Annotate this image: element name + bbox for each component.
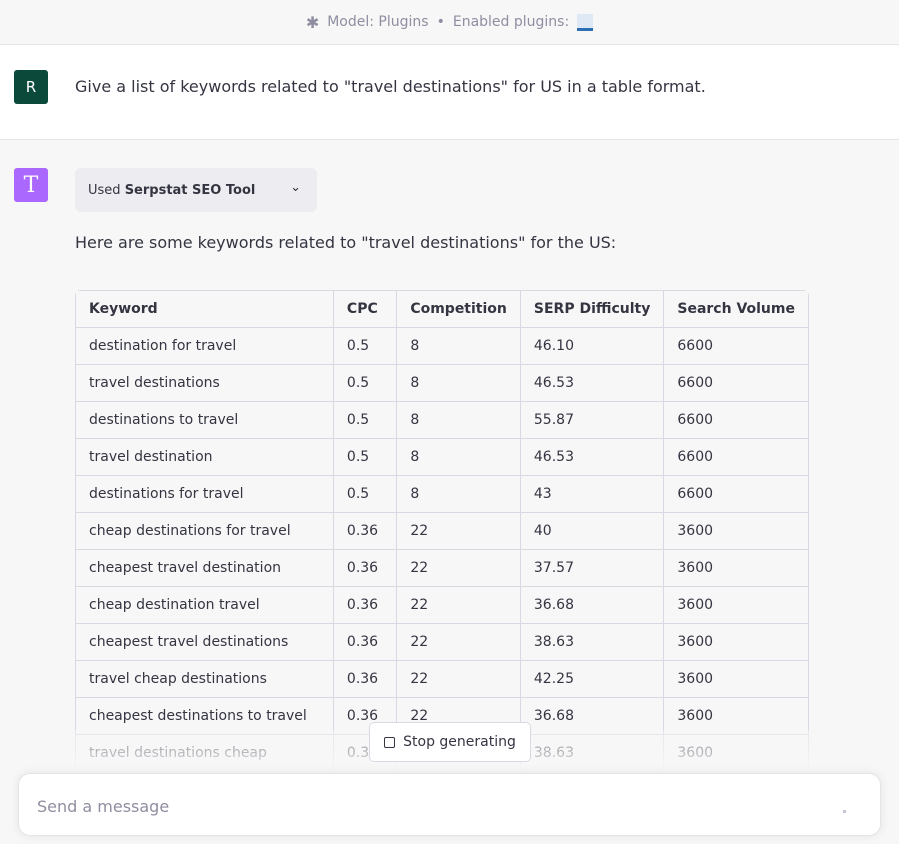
separator: • (436, 14, 445, 30)
table-cell: cheapest travel destination (75, 549, 334, 587)
table-cell: 22 (396, 512, 521, 550)
header-bar: ✱ Model: Plugins • Enabled plugins: (0, 0, 899, 45)
table-cell: destinations to travel (75, 401, 334, 439)
user-text: Give a list of keywords related to "trav… (75, 77, 706, 96)
table-row: destination for travel 0.5 8 46.10 6600 (75, 327, 809, 365)
table-cell: 22 (396, 660, 521, 698)
table-cell: 40 (519, 512, 665, 550)
table-cell: destination for travel (75, 327, 334, 365)
table-cell: 55.87 (519, 401, 665, 439)
table-wrap: Keyword CPC Competition SERP Difficulty Sear… (75, 290, 809, 770)
table-cell: 0.36 (332, 623, 398, 661)
table-cell: 0.5 (332, 475, 398, 513)
table-cell: 6600 (663, 475, 809, 513)
stop-icon (384, 736, 396, 748)
table-cell: 22 (396, 623, 521, 661)
table-cell: 3600 (663, 512, 809, 550)
table-cell: 3600 (663, 549, 809, 587)
table-cell: 0.36 (332, 586, 398, 624)
user-avatar: R (14, 70, 48, 104)
table-cell: 0.5 (332, 364, 398, 402)
table-cell: 36.68 (519, 586, 665, 624)
header-row: Keyword CPC Competition SERP Difficulty Sear… (75, 290, 809, 328)
assistant-avatar: T (14, 168, 48, 202)
table-row: cheapest destinations to travel 0.36 22 36.… (75, 697, 809, 735)
plugin-icon: ✱ (305, 12, 320, 32)
table-cell: cheap destination travel (75, 586, 334, 624)
table-cell: 42.25 (519, 660, 665, 698)
table-cell: 0.5 (332, 327, 398, 365)
table-cell: destinations for travel (75, 475, 334, 513)
table-cell: 6600 (663, 364, 809, 402)
table-cell: 22 (396, 586, 521, 624)
table-cell: 46.53 (519, 438, 665, 476)
chevron: ⌄ (290, 180, 301, 195)
message-input[interactable]: Send a message (18, 773, 881, 836)
stop-label: Stop generating (403, 734, 516, 750)
table-cell: cheapest destinations to travel (75, 697, 334, 735)
table-cell: 6600 (663, 401, 809, 439)
table-row: cheap destination travel 0.36 22 36.68 3600 (75, 586, 809, 624)
table-cell: 0.36 (332, 512, 398, 550)
table-cell: 3600 (663, 586, 809, 624)
assistant-intro: Here are some keywords related to "trave… (75, 233, 617, 252)
table-row: cheapest travel destination 0.36 22 37.57 36… (75, 549, 809, 587)
table-cell: 3600 (663, 697, 809, 735)
table-cell: 8 (396, 364, 521, 402)
table-cell: 0.36 (332, 660, 398, 698)
table-cell: travel destinations (75, 364, 334, 402)
table-row: cheap destinations for travel 0.36 22 40 360… (75, 512, 809, 550)
table-cell: 3600 (663, 623, 809, 661)
column-header: Keyword (75, 290, 334, 328)
model-label: Model: Plugins (327, 14, 429, 30)
table-cell: 0.5 (332, 401, 398, 439)
user-message: R Give a list of keywords related to "tr… (0, 45, 899, 140)
table-cell: 43 (519, 475, 665, 513)
table-row: travel cheap destinations 0.36 22 42.25 3600 (75, 660, 809, 698)
plugins-label: Enabled plugins: (452, 14, 570, 30)
tool-name: Serpstat SEO Tool (124, 182, 256, 198)
tool-indicator[interactable]: Used Serpstat SEO Tool ⌄ (75, 168, 317, 212)
table-cell: 37.57 (519, 549, 665, 587)
column-header: Search Volume (663, 290, 809, 328)
table-cell: 0.5 (332, 438, 398, 476)
table-row: travel destination 0.5 8 46.53 6600 (75, 438, 809, 476)
table-cell: 46.53 (519, 364, 665, 402)
table-cell: travel destination (75, 438, 334, 476)
table-cell: 22 (396, 549, 521, 587)
table-cell: 6600 (663, 438, 809, 476)
send-icon[interactable] (843, 810, 846, 813)
table-cell: 0.36 (332, 549, 398, 587)
column-header: Competition (396, 290, 521, 328)
plugin-logo (577, 13, 594, 31)
input-placeholder: Send a message (37, 797, 170, 816)
column-header: CPC (332, 290, 398, 328)
table-cell: cheapest travel destinations (75, 623, 334, 661)
table-cell: travel cheap destinations (75, 660, 334, 698)
table-row: cheapest travel destinations 0.36 22 38.63 3… (75, 623, 809, 661)
tool-prefix: Used (88, 182, 121, 198)
table-cell: 8 (396, 401, 521, 439)
table-cell: 8 (396, 327, 521, 365)
table-row: travel destinations 0.5 8 46.53 6600 (75, 364, 809, 402)
table-cell: 8 (396, 475, 521, 513)
table-row: destinations to travel 0.5 8 55.87 6600 (75, 401, 809, 439)
column-header: SERP Difficulty (519, 290, 665, 328)
table-row: destinations for travel 0.5 8 43 6600 (75, 475, 809, 513)
table-cell: 3600 (663, 660, 809, 698)
table-cell: 6600 (663, 327, 809, 365)
keyword-table: Keyword CPC Competition SERP Difficulty Sear… (75, 290, 809, 770)
table-cell: 46.10 (519, 327, 665, 365)
table-cell: 38.63 (519, 623, 665, 661)
table-cell: 8 (396, 438, 521, 476)
table-cell: 36.68 (519, 697, 665, 735)
table-cell: cheap destinations for travel (75, 512, 334, 550)
stop-button[interactable]: Stop generating (369, 722, 531, 762)
